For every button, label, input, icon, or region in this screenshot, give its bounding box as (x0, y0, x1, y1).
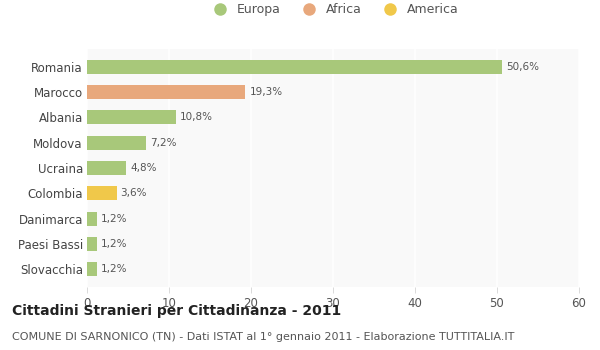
Bar (87, 85, 245, 99)
Legend: Europa, Africa, America: Europa, Africa, America (207, 3, 459, 16)
Text: 1,2%: 1,2% (101, 214, 127, 224)
Bar (87, 136, 146, 150)
Text: 4,8%: 4,8% (130, 163, 157, 173)
Bar (87, 161, 127, 175)
Text: COMUNE DI SARNONICO (TN) - Dati ISTAT al 1° gennaio 2011 - Elaborazione TUTTITAL: COMUNE DI SARNONICO (TN) - Dati ISTAT al… (12, 332, 514, 343)
Bar (87, 60, 502, 74)
Text: 50,6%: 50,6% (506, 62, 539, 72)
Text: 10,8%: 10,8% (179, 112, 212, 122)
Bar (87, 111, 176, 124)
Text: 1,2%: 1,2% (101, 239, 127, 249)
Bar (87, 212, 97, 225)
Text: 1,2%: 1,2% (101, 264, 127, 274)
Text: 7,2%: 7,2% (150, 138, 176, 148)
Text: 3,6%: 3,6% (121, 188, 147, 198)
Text: Cittadini Stranieri per Cittadinanza - 2011: Cittadini Stranieri per Cittadinanza - 2… (12, 304, 341, 318)
Bar (87, 237, 97, 251)
Text: 19,3%: 19,3% (250, 87, 283, 97)
Bar (87, 186, 116, 200)
Bar (87, 262, 97, 276)
